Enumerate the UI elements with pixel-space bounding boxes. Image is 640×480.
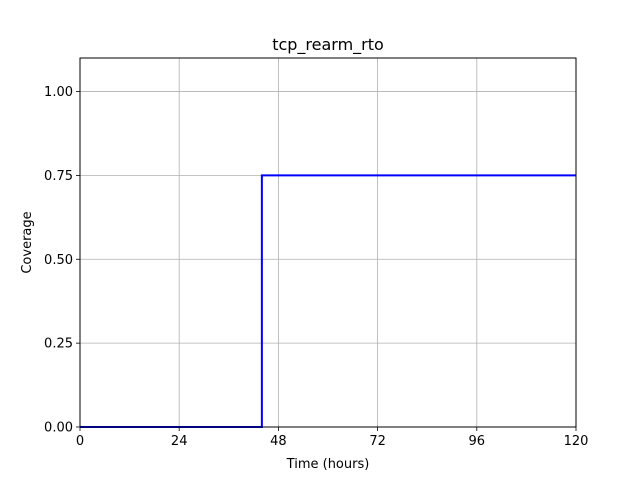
chart-title: tcp_rearm_rto	[272, 35, 384, 55]
y-tick-label: 0.75	[44, 169, 73, 184]
y-tick-label: 0.50	[44, 253, 73, 268]
y-tick-label: 1.00	[44, 85, 73, 100]
x-tick-label: 96	[469, 434, 486, 449]
y-axis-ticks: 0.00 0.25 0.50 0.75 1.00	[44, 85, 80, 436]
x-axis-label: Time (hours)	[286, 457, 370, 472]
x-tick-label: 72	[369, 434, 386, 449]
x-tick-label: 48	[270, 434, 287, 449]
plot-frame	[79, 57, 577, 428]
x-axis-ticks: 0 24 48 72 96 120	[76, 427, 589, 449]
plot-area	[80, 58, 576, 427]
x-tick-label: 120	[564, 434, 589, 449]
y-tick-label: 0.00	[44, 421, 73, 436]
y-tick-label: 0.25	[44, 337, 73, 352]
x-tick-label: 24	[171, 434, 188, 449]
x-tick-label: 0	[76, 434, 84, 449]
y-axis-label: Coverage	[20, 211, 35, 273]
